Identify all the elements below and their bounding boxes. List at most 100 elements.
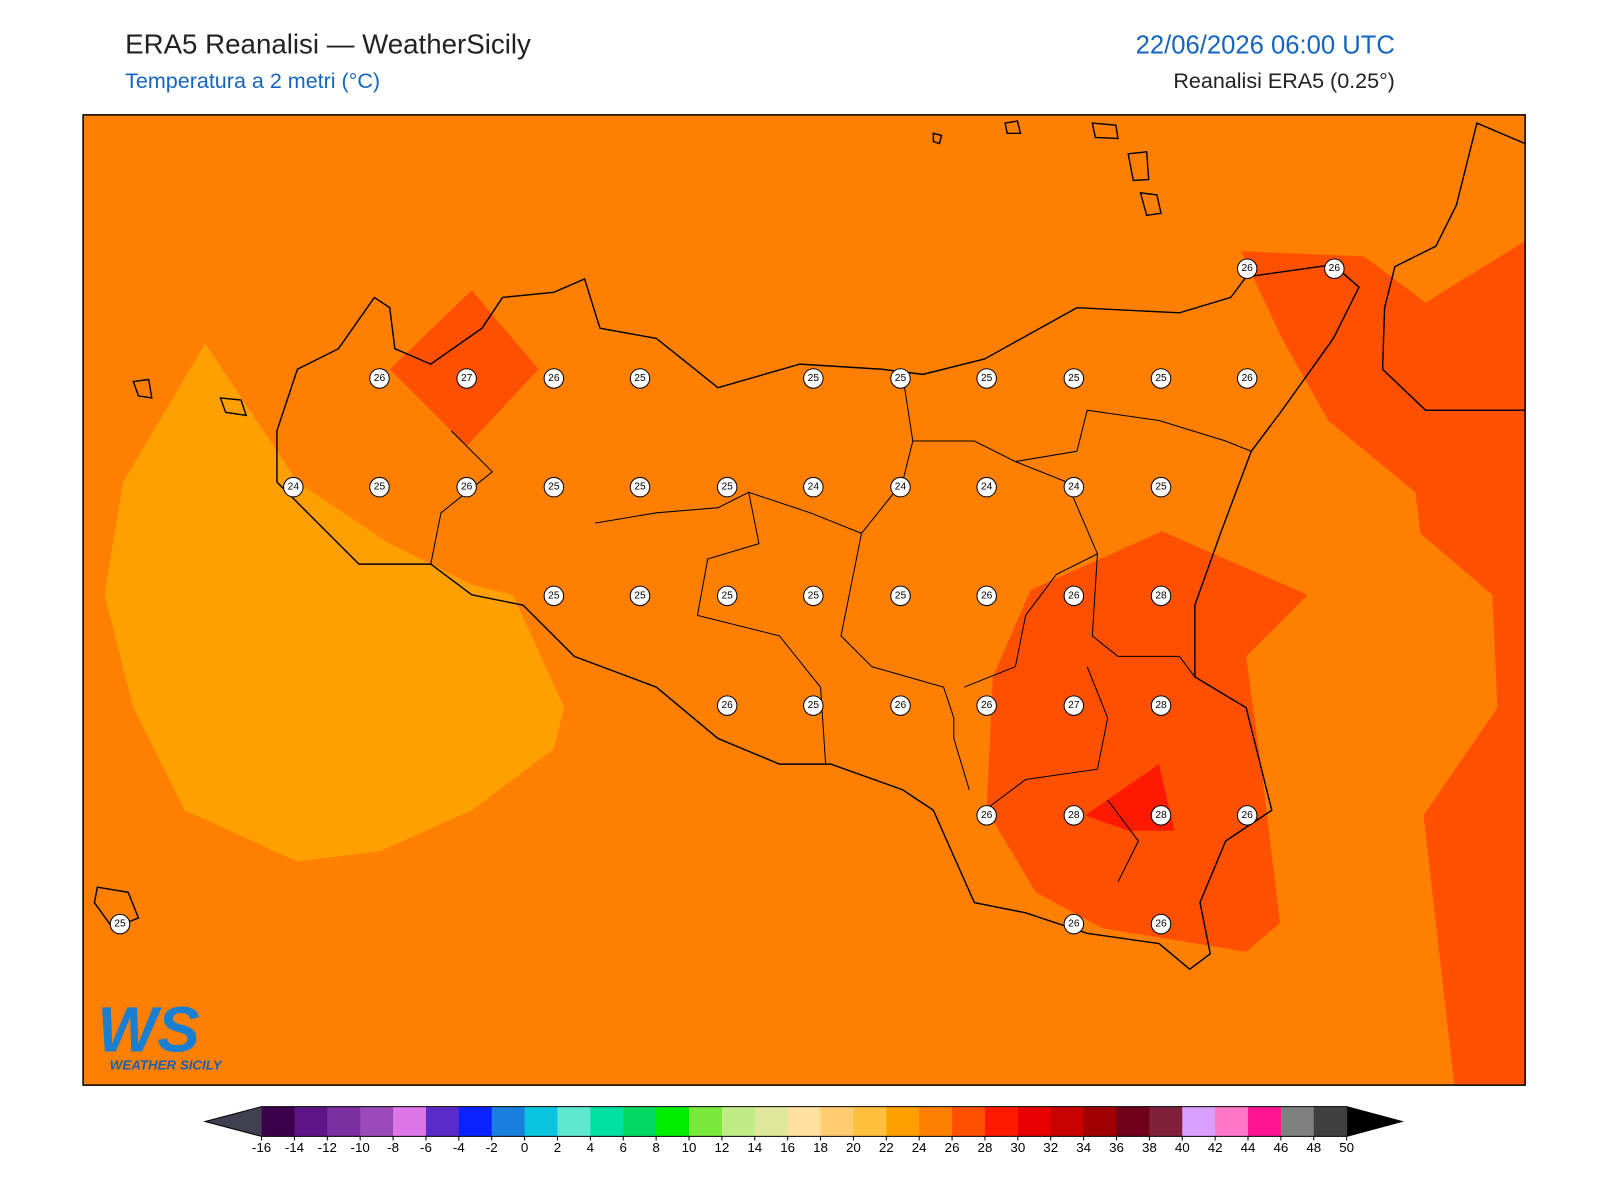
colorbar-bin bbox=[557, 1106, 591, 1137]
colorbar-bin bbox=[261, 1106, 295, 1137]
station-marker bbox=[803, 695, 824, 716]
colorbar-tick-label: 10 bbox=[682, 1140, 697, 1155]
station-marker bbox=[1150, 805, 1172, 826]
station-marker bbox=[1236, 805, 1258, 826]
colorbar-bin bbox=[623, 1106, 657, 1137]
station-value: 26 bbox=[981, 590, 993, 601]
station-marker bbox=[890, 368, 911, 389]
field-warm bbox=[986, 531, 1308, 952]
station-marker bbox=[976, 695, 997, 716]
colorbar-tick-label: 16 bbox=[780, 1140, 795, 1155]
station-marker bbox=[1150, 695, 1172, 716]
colorbar-bin bbox=[590, 1106, 624, 1137]
station-value: 26 bbox=[1155, 919, 1167, 930]
colorbar-bin bbox=[689, 1106, 723, 1137]
title: ERA5 Reanalisi — WeatherSicily bbox=[125, 28, 531, 59]
station-marker bbox=[1150, 585, 1172, 607]
station-value: 25 bbox=[1068, 373, 1080, 384]
station-marker bbox=[283, 476, 304, 498]
station-marker bbox=[890, 476, 911, 498]
colorbar-tick-label: 50 bbox=[1339, 1140, 1354, 1155]
station-marker bbox=[803, 585, 824, 607]
station-value: 25 bbox=[548, 482, 560, 493]
colorbar-bin bbox=[1050, 1106, 1085, 1137]
colorbar-bin bbox=[1182, 1106, 1216, 1137]
station-marker bbox=[716, 476, 738, 498]
colorbar-bin bbox=[327, 1106, 361, 1137]
colorbar-bin bbox=[1083, 1106, 1118, 1137]
colorbar-tick-label: -4 bbox=[453, 1140, 465, 1155]
colorbar-tick-label: 14 bbox=[747, 1140, 762, 1155]
station-value: 24 bbox=[1068, 482, 1080, 493]
station-marker bbox=[629, 368, 651, 389]
station-value: 28 bbox=[1155, 810, 1167, 821]
station-value: 25 bbox=[114, 919, 126, 930]
colorbar-tick-label: -10 bbox=[351, 1140, 370, 1155]
field-cool bbox=[104, 343, 565, 862]
station-marker bbox=[1063, 913, 1085, 935]
station-marker bbox=[369, 476, 390, 498]
colorbar-bin bbox=[1116, 1106, 1150, 1137]
station-value: 26 bbox=[1068, 590, 1080, 601]
station-marker bbox=[629, 585, 651, 607]
station-marker bbox=[803, 368, 824, 389]
colorbar-tick-label: 22 bbox=[879, 1140, 894, 1155]
colorbar-frame bbox=[203, 1106, 1405, 1137]
colorbar-tick-label: 2 bbox=[554, 1140, 561, 1155]
colorbar-tick-label: 44 bbox=[1241, 1140, 1256, 1155]
colorbar-bin bbox=[820, 1106, 854, 1137]
colorbar-tick-label: -2 bbox=[486, 1140, 498, 1155]
colorbar-tick-label: 8 bbox=[652, 1140, 659, 1155]
station-marker bbox=[976, 585, 997, 607]
colorbar-tick-label: 6 bbox=[620, 1140, 627, 1155]
field-warm bbox=[389, 290, 539, 447]
station-value: 26 bbox=[1241, 373, 1253, 384]
colorbar-tick-label: 26 bbox=[945, 1140, 960, 1155]
station-value: 28 bbox=[1068, 810, 1080, 821]
station-value: 24 bbox=[288, 482, 300, 493]
station-value: 26 bbox=[1241, 810, 1253, 821]
colorbar-tick-label: -14 bbox=[285, 1140, 305, 1155]
station-value: 25 bbox=[981, 373, 993, 384]
colorbar-bin bbox=[1215, 1106, 1249, 1137]
station-value: 25 bbox=[721, 482, 733, 493]
colorbar-tick-label: -12 bbox=[318, 1140, 337, 1155]
colorbar-tick-label: 34 bbox=[1076, 1140, 1091, 1155]
colorbar-tick-label: -6 bbox=[420, 1140, 432, 1155]
station-value: 25 bbox=[634, 482, 646, 493]
coastline bbox=[1381, 122, 1526, 411]
colorbar-tick-label: 12 bbox=[714, 1140, 729, 1155]
station-value: 25 bbox=[1155, 482, 1167, 493]
station-value: 25 bbox=[808, 700, 820, 711]
station-value: 27 bbox=[461, 373, 473, 384]
colorbar-bin bbox=[294, 1106, 328, 1137]
colorbar-tick-label: 24 bbox=[912, 1140, 927, 1155]
station-value: 25 bbox=[548, 590, 560, 601]
colorbar-tick-label: 48 bbox=[1306, 1140, 1321, 1155]
subtitle: Temperatura a 2 metri (°C) bbox=[125, 69, 380, 93]
station-value: 25 bbox=[895, 590, 907, 601]
map-frame bbox=[82, 114, 1526, 1086]
station-marker bbox=[890, 695, 911, 716]
station-value: 24 bbox=[808, 482, 820, 493]
station-marker bbox=[109, 913, 131, 935]
station-marker bbox=[803, 476, 824, 498]
station-marker bbox=[1150, 368, 1172, 389]
colorbar-bin bbox=[853, 1106, 887, 1137]
station-marker bbox=[976, 476, 997, 498]
colorbar-over bbox=[1346, 1106, 1403, 1137]
source: Reanalisi ERA5 (0.25°) bbox=[1173, 69, 1394, 93]
colorbar-bin bbox=[524, 1106, 558, 1137]
colorbar-tick-label: 18 bbox=[813, 1140, 828, 1155]
colorbar-bin bbox=[721, 1106, 756, 1137]
colorbar-under bbox=[205, 1106, 262, 1137]
colorbar-tick-label: 30 bbox=[1010, 1140, 1025, 1155]
colorbar-bin bbox=[754, 1106, 789, 1137]
station-value: 25 bbox=[808, 590, 820, 601]
colorbar-bin bbox=[425, 1106, 460, 1137]
station-marker bbox=[1063, 585, 1085, 607]
colorbar-bin bbox=[1280, 1106, 1315, 1137]
station-marker bbox=[456, 368, 477, 389]
colorbar-tick-label: -8 bbox=[387, 1140, 399, 1155]
colorbar-bin bbox=[1248, 1106, 1282, 1137]
